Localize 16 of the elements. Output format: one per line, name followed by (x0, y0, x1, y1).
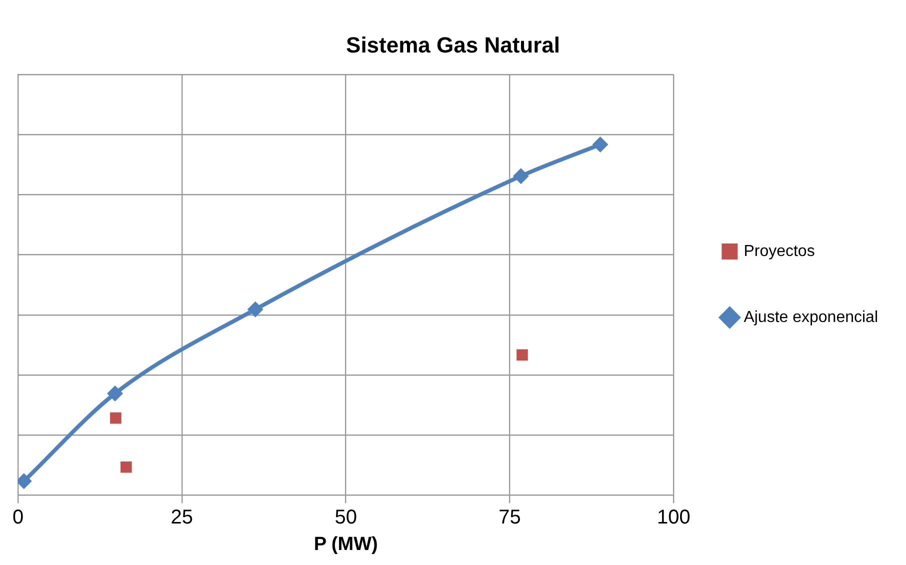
point (107, 386, 124, 402)
legend-label: Proyectos (744, 242, 815, 260)
x-axis-title: P (MW) (314, 534, 378, 555)
x-tick-label: 0 (12, 506, 24, 529)
point (512, 168, 529, 184)
x-tick-label: 50 (334, 506, 357, 529)
point (120, 461, 132, 473)
x-tick-label: 100 (657, 506, 690, 529)
point (110, 412, 122, 424)
point (516, 349, 528, 361)
x-tick-label: 75 (498, 506, 521, 529)
chart-title: Sistema Gas Natural (346, 32, 560, 58)
x-tick-label: 25 (170, 506, 194, 529)
point (247, 301, 264, 318)
legend-label: Ajuste exponencial (744, 308, 878, 326)
point (592, 136, 608, 153)
